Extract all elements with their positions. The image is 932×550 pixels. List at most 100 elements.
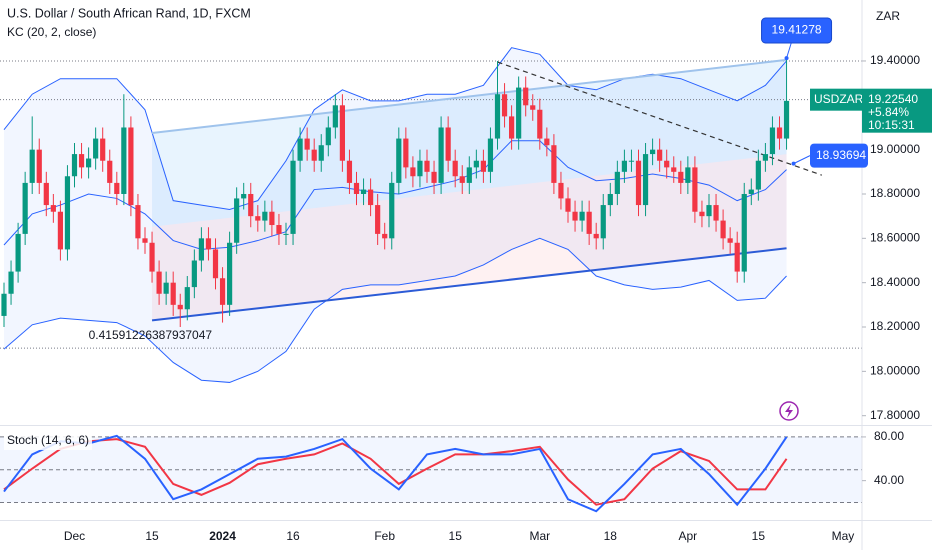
candle-body — [431, 171, 437, 183]
callout-dot — [791, 161, 796, 166]
stoch-d — [3, 438, 788, 506]
x-tick-label: Mar — [529, 529, 550, 543]
candle-body — [628, 160, 635, 162]
candle-body — [177, 304, 183, 310]
candle-body — [635, 160, 642, 206]
candle-body — [205, 238, 212, 250]
candle-body — [424, 160, 430, 172]
candle-body — [191, 260, 197, 288]
candle-body — [706, 205, 712, 217]
candle-body — [15, 233, 21, 272]
candle-body — [269, 211, 275, 226]
candle-body — [621, 160, 627, 172]
candle-body — [135, 205, 141, 239]
currency: ZAR — [876, 9, 900, 23]
candle-body — [227, 242, 233, 305]
candle-body — [64, 176, 71, 250]
candle-body — [537, 109, 543, 139]
candle-body — [551, 145, 557, 183]
candle-body — [445, 127, 451, 161]
candle-body — [170, 282, 176, 305]
candle-body — [318, 145, 324, 161]
callout-label: 18.93694 — [816, 148, 866, 162]
candle-body — [607, 193, 613, 206]
keltner-lower — [3, 237, 787, 383]
candle-body — [297, 138, 303, 161]
candle-body — [50, 205, 56, 212]
candle-body — [142, 238, 148, 243]
callout-box — [810, 143, 868, 168]
chart-title: U.S. Dollar / South African Rand, 1D, FX… — [7, 6, 251, 20]
candle-body — [734, 242, 740, 272]
last-price: 19.22540 — [868, 92, 918, 106]
candle-body — [762, 154, 768, 161]
candle-body — [692, 167, 698, 212]
callout-label: 19.41278 — [772, 23, 822, 37]
candle-body — [248, 193, 254, 217]
candle-body — [121, 127, 127, 194]
y-tick-label: 18.80000 — [870, 186, 920, 200]
x-tick-label: 15 — [449, 529, 463, 543]
candle-body — [212, 249, 219, 279]
candle-body — [283, 233, 289, 235]
callout-pin — [786, 41, 793, 59]
candle-body — [523, 87, 529, 106]
candle-body — [304, 138, 310, 150]
candle-body — [487, 138, 494, 172]
candle-body — [727, 238, 733, 243]
trendline — [497, 61, 822, 176]
trendline — [151, 58, 787, 135]
candle-body — [769, 127, 776, 155]
candle-body — [86, 158, 92, 168]
candle-body — [586, 211, 592, 234]
channel-upper-fill — [152, 59, 787, 227]
candle-body — [198, 238, 204, 261]
countdown: 10:15:31 — [868, 118, 915, 132]
candle-body — [128, 127, 134, 206]
candle-body — [346, 160, 353, 183]
trendline — [151, 247, 787, 322]
callout-pin — [793, 155, 811, 165]
candle-body — [311, 149, 317, 161]
x-tick-label: 15 — [145, 529, 159, 543]
candle-body — [776, 127, 783, 139]
candle-body — [71, 154, 78, 177]
candle-body — [417, 160, 423, 177]
candle-body — [403, 138, 409, 168]
candle-body — [720, 220, 726, 239]
y-tick-label: 80.00 — [874, 429, 904, 443]
candle-body — [57, 211, 63, 250]
keltner-upper — [3, 47, 787, 211]
candle-body — [339, 105, 345, 161]
candle-body — [375, 205, 381, 234]
y-tick-label: 18.20000 — [870, 319, 920, 333]
callout-dot — [784, 56, 789, 61]
candle-body — [593, 233, 599, 239]
y-tick-label: 19.40000 — [870, 53, 920, 67]
candle-body — [234, 198, 240, 243]
candle-body — [713, 205, 719, 221]
x-tick-label: 2024 — [209, 529, 236, 543]
alert-icon[interactable] — [779, 401, 799, 421]
candle-body — [494, 94, 501, 139]
candle-body — [480, 160, 486, 172]
stoch-label-bg — [4, 432, 92, 450]
candle-body — [360, 189, 367, 194]
candle-body — [100, 138, 106, 161]
candle-body — [544, 138, 550, 146]
candle-body — [1, 293, 7, 316]
annotation: 0.41591226387937047 — [89, 328, 213, 342]
y-tick-label: 40.00 — [874, 473, 904, 487]
x-tick-label: May — [832, 529, 855, 543]
candle-body — [741, 193, 747, 272]
x-tick-label: 15 — [752, 529, 766, 543]
candle-body — [600, 205, 606, 239]
candle-body — [509, 116, 515, 139]
candle-body — [558, 182, 564, 199]
candle-body — [114, 182, 120, 194]
candle-body — [699, 211, 705, 217]
candle-body — [290, 160, 296, 234]
y-tick-label: 17.80000 — [870, 408, 920, 422]
candle-body — [664, 160, 670, 168]
candle-body — [516, 87, 522, 139]
